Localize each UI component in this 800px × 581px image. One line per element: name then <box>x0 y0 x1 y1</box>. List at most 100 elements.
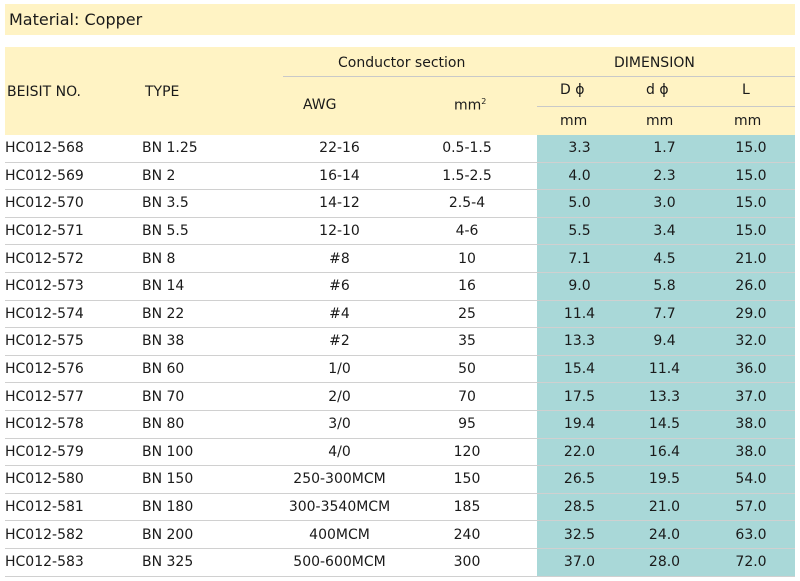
beisit-no-cell: HC012-583 <box>5 548 142 577</box>
mm2-cell: 240 <box>397 520 537 549</box>
D-phi-cell: 19.4 <box>537 410 622 439</box>
header-mm2: mm2 <box>454 97 487 114</box>
header-beisit-no: BEISIT NO. <box>7 84 81 100</box>
L-cell: 38.0 <box>707 410 795 439</box>
table-row: HC012-583 BN 325 500-600MCM 300 37.0 28.0 72.0 <box>5 548 795 577</box>
header-dimension: DIMENSION <box>614 55 695 71</box>
type-cell: BN 70 <box>142 382 282 411</box>
D-phi-cell: 5.5 <box>537 217 622 246</box>
awg-cell: 2/0 <box>282 382 397 411</box>
d-phi-cell: 28.0 <box>622 548 707 577</box>
table-row: HC012-582 BN 200 400MCM 240 32.5 24.0 63.0 <box>5 520 795 549</box>
awg-cell: 300-3540MCM <box>282 493 397 522</box>
mm2-cell: 10 <box>397 244 537 273</box>
d-phi-cell: 4.5 <box>622 244 707 273</box>
table-header <box>5 47 795 135</box>
D-phi-cell: 26.5 <box>537 465 622 494</box>
type-cell: BN 150 <box>142 465 282 494</box>
D-phi-cell: 9.0 <box>537 272 622 301</box>
awg-cell: 250-300MCM <box>282 465 397 494</box>
header-type: TYPE <box>145 84 180 100</box>
type-cell: BN 38 <box>142 327 282 356</box>
awg-cell: #8 <box>282 244 397 273</box>
beisit-no-cell: HC012-581 <box>5 493 142 522</box>
L-cell: 38.0 <box>707 438 795 467</box>
d-phi-cell: 9.4 <box>622 327 707 356</box>
L-cell: 37.0 <box>707 382 795 411</box>
type-cell: BN 2 <box>142 162 282 191</box>
table-row: HC012-574 BN 22 #4 25 11.4 7.7 29.0 <box>5 300 795 329</box>
L-cell: 36.0 <box>707 355 795 384</box>
beisit-no-cell: HC012-578 <box>5 410 142 439</box>
table-row: HC012-568 BN 1.25 22-16 0.5-1.5 3.3 1.7 15.0 <box>5 135 795 163</box>
mm2-cell: 4-6 <box>397 217 537 246</box>
type-cell: BN 1.25 <box>142 135 282 163</box>
d-phi-cell: 14.5 <box>622 410 707 439</box>
D-phi-cell: 37.0 <box>537 548 622 577</box>
mm2-cell: 120 <box>397 438 537 467</box>
mm2-cell: 300 <box>397 548 537 577</box>
d-phi-cell: 7.7 <box>622 300 707 329</box>
d-phi-cell: 2.3 <box>622 162 707 191</box>
mm2-cell: 35 <box>397 327 537 356</box>
awg-cell: 3/0 <box>282 410 397 439</box>
L-cell: 63.0 <box>707 520 795 549</box>
D-phi-cell: 15.4 <box>537 355 622 384</box>
beisit-no-cell: HC012-572 <box>5 244 142 273</box>
table-row: HC012-573 BN 14 #6 16 9.0 5.8 26.0 <box>5 272 795 301</box>
header-conductor-section: Conductor section <box>338 55 466 71</box>
D-phi-cell: 11.4 <box>537 300 622 329</box>
d-phi-cell: 24.0 <box>622 520 707 549</box>
mm2-cell: 185 <box>397 493 537 522</box>
type-cell: BN 60 <box>142 355 282 384</box>
d-phi-cell: 5.8 <box>622 272 707 301</box>
header-L: L <box>742 82 750 98</box>
beisit-no-cell: HC012-576 <box>5 355 142 384</box>
mm2-cell: 25 <box>397 300 537 329</box>
mm2-cell: 16 <box>397 272 537 301</box>
type-cell: BN 80 <box>142 410 282 439</box>
type-cell: BN 200 <box>142 520 282 549</box>
beisit-no-cell: HC012-573 <box>5 272 142 301</box>
header-unit-D: mm <box>560 113 588 129</box>
awg-cell: 14-12 <box>282 189 397 218</box>
L-cell: 29.0 <box>707 300 795 329</box>
awg-cell: 400MCM <box>282 520 397 549</box>
awg-cell: 500-600MCM <box>282 548 397 577</box>
d-phi-cell: 3.0 <box>622 189 707 218</box>
mm2-cell: 2.5-4 <box>397 189 537 218</box>
table-row: HC012-571 BN 5.5 12-10 4-6 5.5 3.4 15.0 <box>5 217 795 246</box>
beisit-no-cell: HC012-568 <box>5 135 142 163</box>
header-awg: AWG <box>303 97 337 113</box>
awg-cell: 12-10 <box>282 217 397 246</box>
table-row: HC012-575 BN 38 #2 35 13.3 9.4 32.0 <box>5 327 795 356</box>
table-row: HC012-577 BN 70 2/0 70 17.5 13.3 37.0 <box>5 382 795 411</box>
type-cell: BN 14 <box>142 272 282 301</box>
beisit-no-cell: HC012-574 <box>5 300 142 329</box>
type-cell: BN 100 <box>142 438 282 467</box>
awg-cell: 1/0 <box>282 355 397 384</box>
spec-table: HC012-568 BN 1.25 22-16 0.5-1.5 3.3 1.7 15.0 HC… <box>5 135 795 577</box>
awg-cell: #4 <box>282 300 397 329</box>
d-phi-cell: 11.4 <box>622 355 707 384</box>
L-cell: 57.0 <box>707 493 795 522</box>
D-phi-cell: 7.1 <box>537 244 622 273</box>
d-phi-cell: 13.3 <box>622 382 707 411</box>
awg-cell: 22-16 <box>282 135 397 163</box>
type-cell: BN 22 <box>142 300 282 329</box>
awg-cell: #6 <box>282 272 397 301</box>
awg-cell: #2 <box>282 327 397 356</box>
L-cell: 26.0 <box>707 272 795 301</box>
mm2-cell: 150 <box>397 465 537 494</box>
D-phi-cell: 32.5 <box>537 520 622 549</box>
table-row: HC012-579 BN 100 4/0 120 22.0 16.4 38.0 <box>5 438 795 467</box>
table-row: HC012-572 BN 8 #8 10 7.1 4.5 21.0 <box>5 244 795 273</box>
type-cell: BN 3.5 <box>142 189 282 218</box>
D-phi-cell: 22.0 <box>537 438 622 467</box>
d-phi-cell: 16.4 <box>622 438 707 467</box>
awg-cell: 4/0 <box>282 438 397 467</box>
D-phi-cell: 3.3 <box>537 135 622 163</box>
L-cell: 72.0 <box>707 548 795 577</box>
table-row: HC012-570 BN 3.5 14-12 2.5-4 5.0 3.0 15.0 <box>5 189 795 218</box>
beisit-no-cell: HC012-571 <box>5 217 142 246</box>
